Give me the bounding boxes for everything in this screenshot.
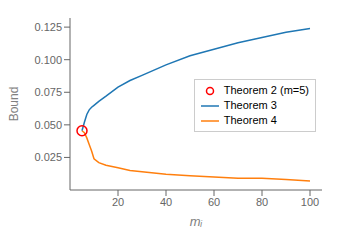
svg-text:20: 20 (112, 196, 124, 208)
html-text:Theorem 3: Theorem 3 (223, 99, 277, 111)
svg-text:0.100: 0.100 (34, 54, 62, 66)
svg-text:60: 60 (208, 196, 220, 208)
svg-text:0.025: 0.025 (34, 151, 62, 163)
html-text:Theorem 2 (m=5): Theorem 2 (m=5) (223, 84, 309, 96)
svg-text:Bound: Bound (8, 87, 21, 122)
svg-text:0.125: 0.125 (34, 21, 62, 33)
svg-text:mᵢ: mᵢ (190, 214, 203, 229)
svg-text:0.075: 0.075 (34, 86, 62, 98)
svg-text:80: 80 (256, 196, 268, 208)
svg-text:100: 100 (301, 196, 319, 208)
html-text:Theorem 4: Theorem 4 (223, 114, 277, 126)
svg-text:0.050: 0.050 (34, 119, 62, 131)
svg-text:40: 40 (160, 196, 172, 208)
